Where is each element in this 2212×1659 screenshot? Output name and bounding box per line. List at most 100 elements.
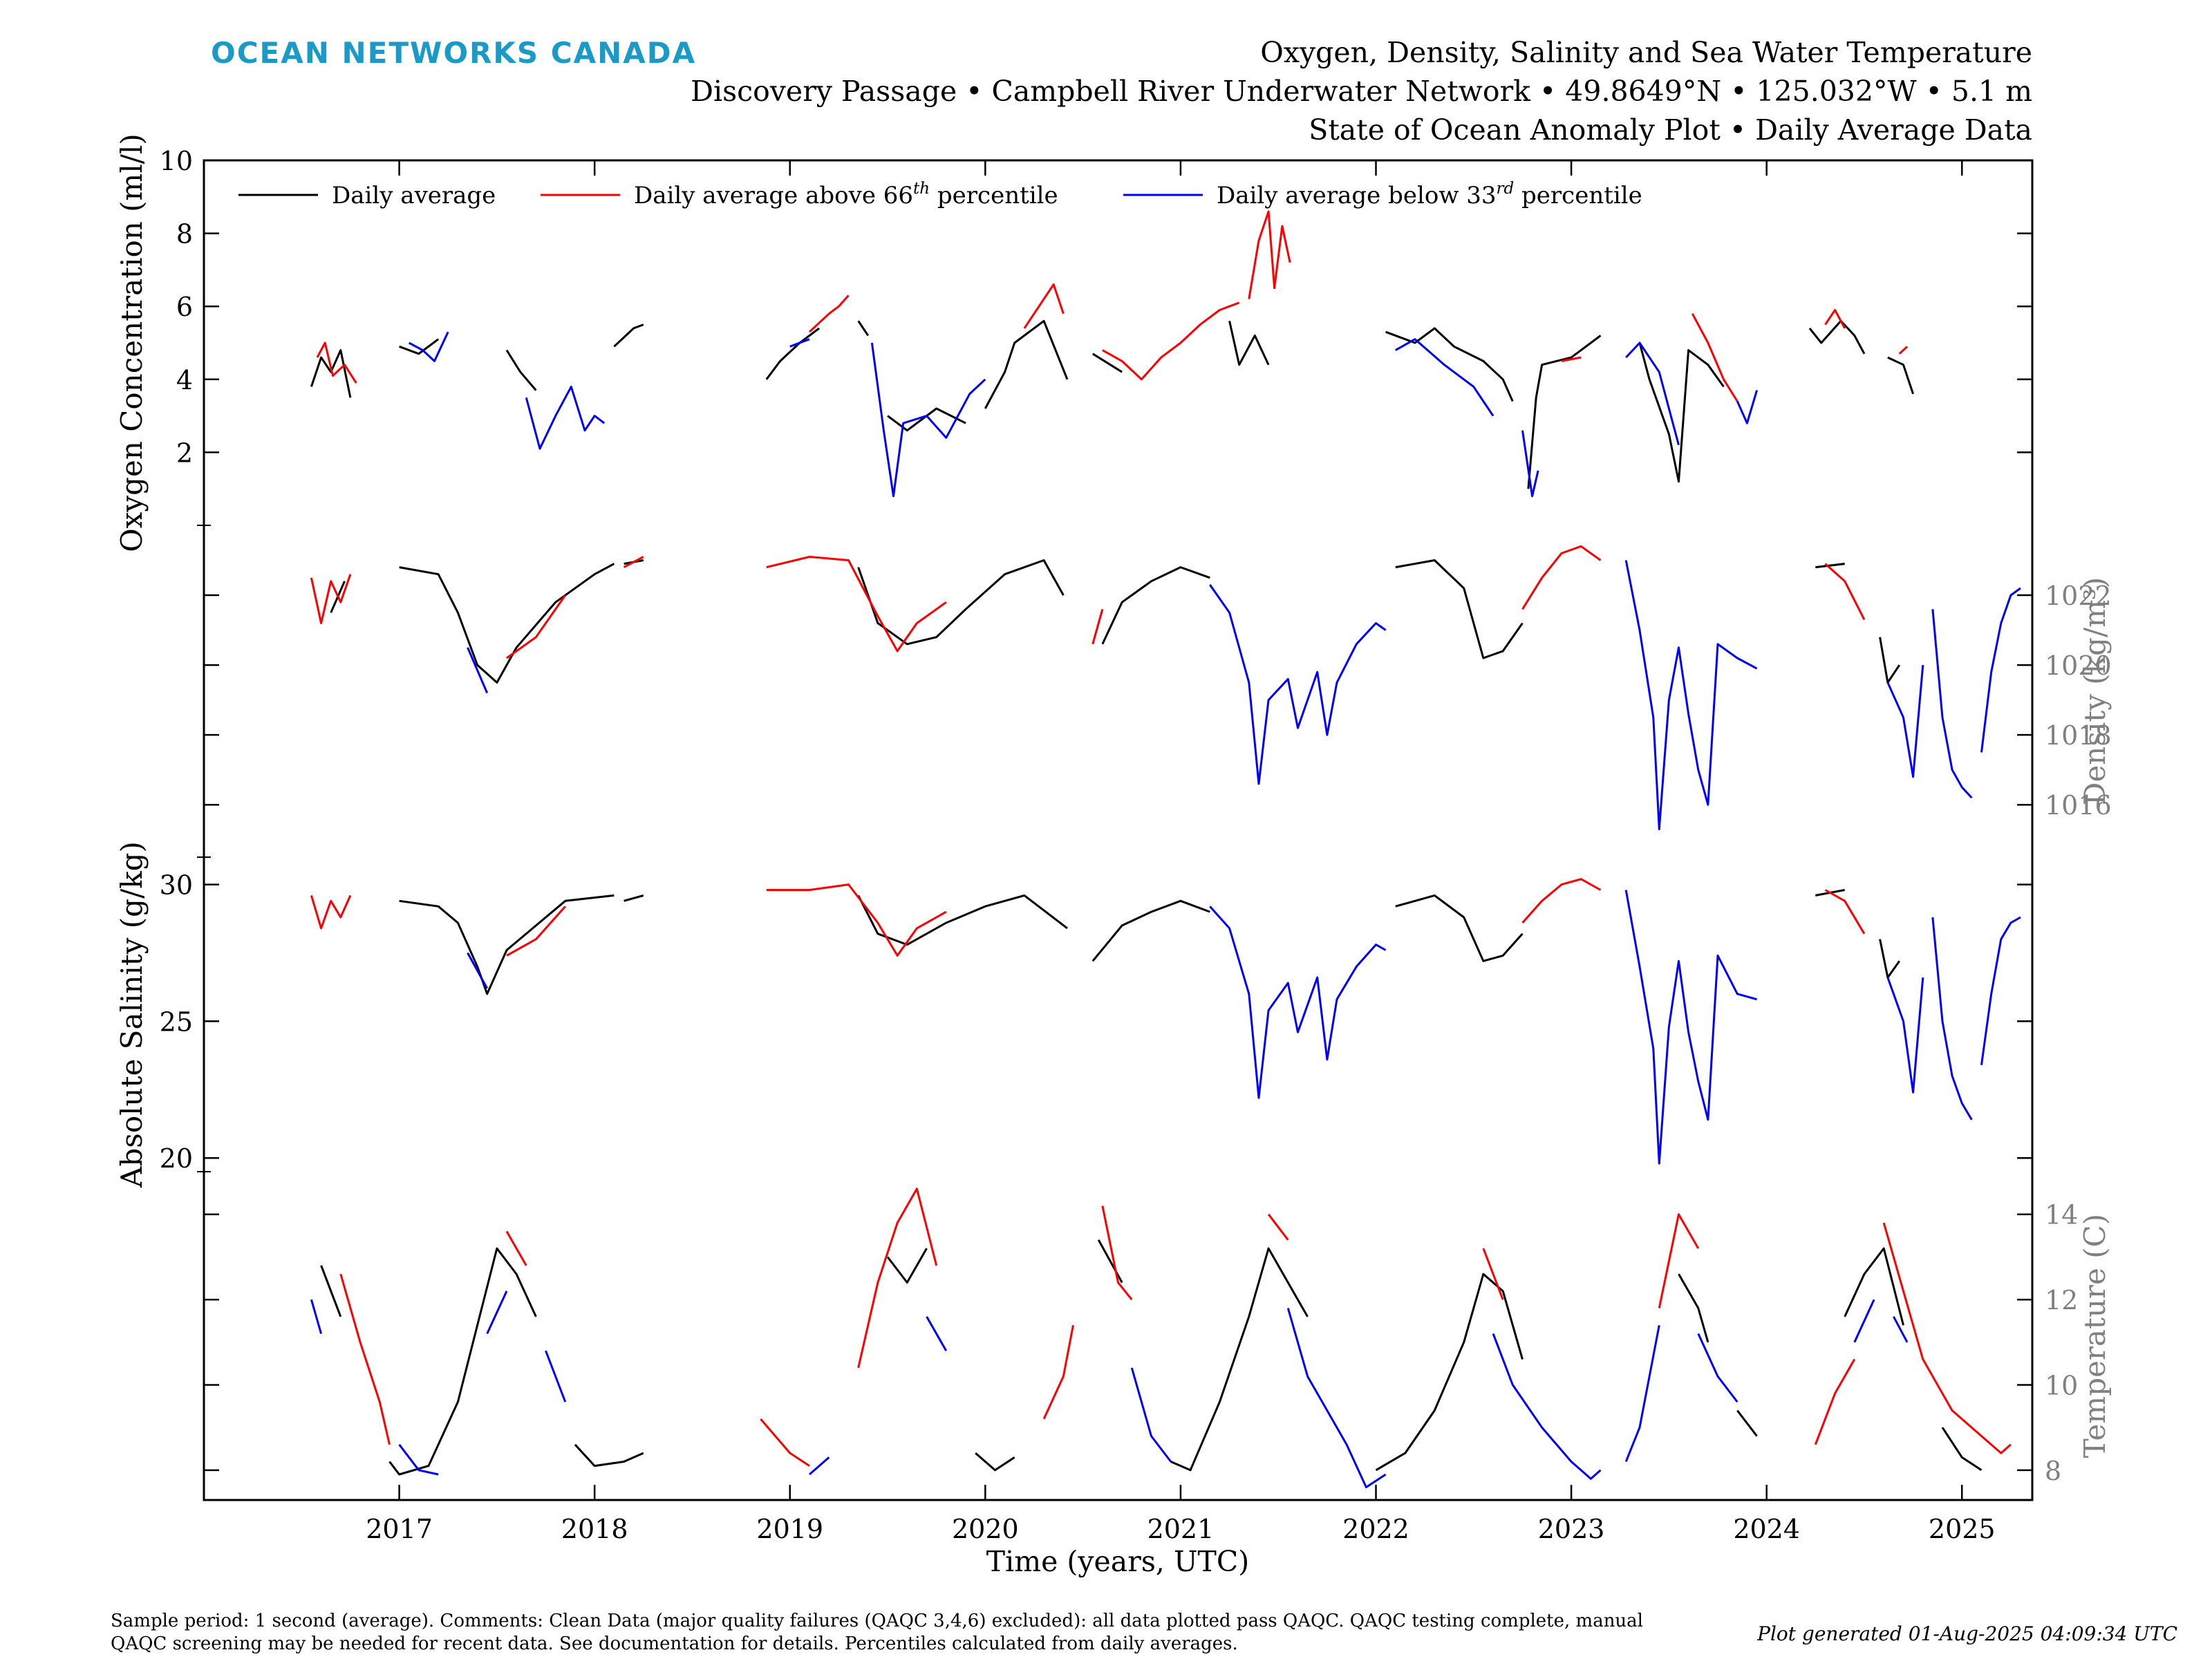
series-line-above xyxy=(506,594,567,659)
y-axis-label: Density (kg/m³) xyxy=(2078,577,2112,805)
x-axis-label: Time (years, UTC) xyxy=(986,1545,1249,1578)
series-line-above xyxy=(1023,283,1065,329)
y-tick-label: 4 xyxy=(176,365,193,395)
series-line-average xyxy=(1101,566,1210,645)
series-line-below xyxy=(408,331,449,362)
legend-label: Daily average above 66th percentile xyxy=(634,180,1058,209)
series-line-below xyxy=(486,1291,508,1335)
plot-frame xyxy=(203,159,2034,1501)
series-line-average xyxy=(1228,320,1270,366)
y-tick-label: 1022 xyxy=(2045,581,2112,611)
series-line-below xyxy=(926,1315,948,1351)
series-line-above xyxy=(1658,1213,1700,1309)
series-line-average xyxy=(613,324,644,348)
series-line-above xyxy=(310,894,352,930)
x-tick-label: 2024 xyxy=(1733,1514,1800,1544)
brand-logo: OCEAN NETWORKS CANADA xyxy=(211,36,696,70)
series-line-below xyxy=(1624,1324,1660,1463)
y-tick-label: 1018 xyxy=(2045,720,2112,751)
footer-note-line2: QAQC screening may be needed for recent … xyxy=(111,1633,1238,1654)
series-line-average xyxy=(1527,335,1602,489)
x-tick-label: 2025 xyxy=(1929,1514,1996,1544)
series-line-average xyxy=(624,894,644,902)
series-line-average xyxy=(1395,559,1524,659)
x-tick-label: 2023 xyxy=(1538,1514,1605,1544)
series-line-above xyxy=(1882,1222,2012,1454)
series-line-average xyxy=(984,319,1069,409)
series-line-average xyxy=(388,1247,537,1476)
y-tick-label: 2 xyxy=(176,438,193,468)
y-tick-label: 25 xyxy=(160,1006,193,1037)
series-line-above xyxy=(1824,309,1846,329)
series-line-average xyxy=(1844,1247,1904,1326)
y-tick-label: 8 xyxy=(176,219,193,250)
series-line-below xyxy=(545,1350,567,1403)
series-line-below xyxy=(809,1456,830,1476)
series-line-below xyxy=(1286,1307,1387,1488)
series-line-below xyxy=(1980,587,2021,753)
series-line-above xyxy=(766,883,947,957)
x-tick-label: 2021 xyxy=(1147,1514,1215,1544)
series-line-below xyxy=(1625,341,1680,446)
y-tick-label: 12 xyxy=(2045,1285,2078,1315)
series-line-average xyxy=(1091,899,1210,962)
series-line-average xyxy=(1678,1273,1709,1343)
series-line-above xyxy=(1824,563,1866,621)
series-line-average xyxy=(1941,1427,1983,1472)
series-line-below xyxy=(310,1299,323,1334)
series-line-below xyxy=(1521,430,1539,498)
series-line-average xyxy=(765,327,820,380)
series-line-above xyxy=(505,1230,527,1266)
x-tick-label: 2022 xyxy=(1342,1514,1409,1544)
x-tick-label: 2018 xyxy=(561,1514,628,1544)
series-line-average xyxy=(320,1265,342,1318)
series-line-average xyxy=(857,894,1068,946)
series-line-average xyxy=(857,320,870,337)
series-line-below xyxy=(1886,664,1924,778)
panel-1: 2 4 6 8 10 Oxygen Concentration (ml/l) xyxy=(115,133,2032,552)
series-line-average xyxy=(887,407,966,432)
series-line-above xyxy=(339,1273,391,1445)
series-line-below xyxy=(1853,1299,1875,1343)
series-line-below xyxy=(1697,1333,1738,1403)
x-tick-label: 2019 xyxy=(756,1514,823,1544)
series-line-above xyxy=(857,1188,938,1369)
x-axis: 2017 2018 2019 2020 2021 2022 2023 2024 2025 xyxy=(366,160,1996,1544)
y-tick-label: 8 xyxy=(2045,1456,2061,1486)
panel-3: 20 25 30 Absolute Salinity (g/kg) xyxy=(115,841,2032,1188)
y-tick-label: 30 xyxy=(160,870,193,901)
series-line-above xyxy=(808,294,850,333)
series-line-below xyxy=(1209,906,1387,1099)
series-line-average xyxy=(505,349,537,391)
series-line-below xyxy=(1624,560,1758,831)
series-line-above xyxy=(1521,545,1602,610)
series-line-average xyxy=(1887,356,1915,395)
x-tick-label: 2017 xyxy=(366,1514,433,1544)
y-tick-label: 10 xyxy=(2045,1370,2078,1400)
series-line-average xyxy=(975,1452,1015,1472)
y-axis-label: Absolute Salinity (g/kg) xyxy=(115,841,149,1188)
legend: Daily average Daily average above 66th pe… xyxy=(238,180,1642,209)
series-line-above xyxy=(506,906,566,957)
series-line-average xyxy=(1736,1409,1758,1437)
series-line-average xyxy=(399,894,615,995)
series-line-above xyxy=(310,574,352,624)
series-line-above xyxy=(1824,889,1866,935)
y-tick-label: 1020 xyxy=(2045,650,2112,681)
series-line-above xyxy=(1898,346,1909,355)
series-line-average xyxy=(1879,637,1901,684)
series-line-below xyxy=(467,647,489,694)
series-line-average xyxy=(857,559,1065,646)
series-line-average xyxy=(1170,1247,1309,1472)
header-plot-type: State of Ocean Anomaly Plot • Daily Aver… xyxy=(1309,113,2032,147)
series-line-above xyxy=(1091,608,1104,645)
y-tick-label: 10 xyxy=(160,146,193,176)
series-line-average xyxy=(1092,353,1123,373)
series-line-average xyxy=(399,338,439,355)
series-line-below xyxy=(525,385,606,450)
y-axis-label: Temperature (C) xyxy=(2078,1214,2112,1458)
series-line-above xyxy=(766,556,947,653)
series-line-below xyxy=(398,1443,439,1476)
